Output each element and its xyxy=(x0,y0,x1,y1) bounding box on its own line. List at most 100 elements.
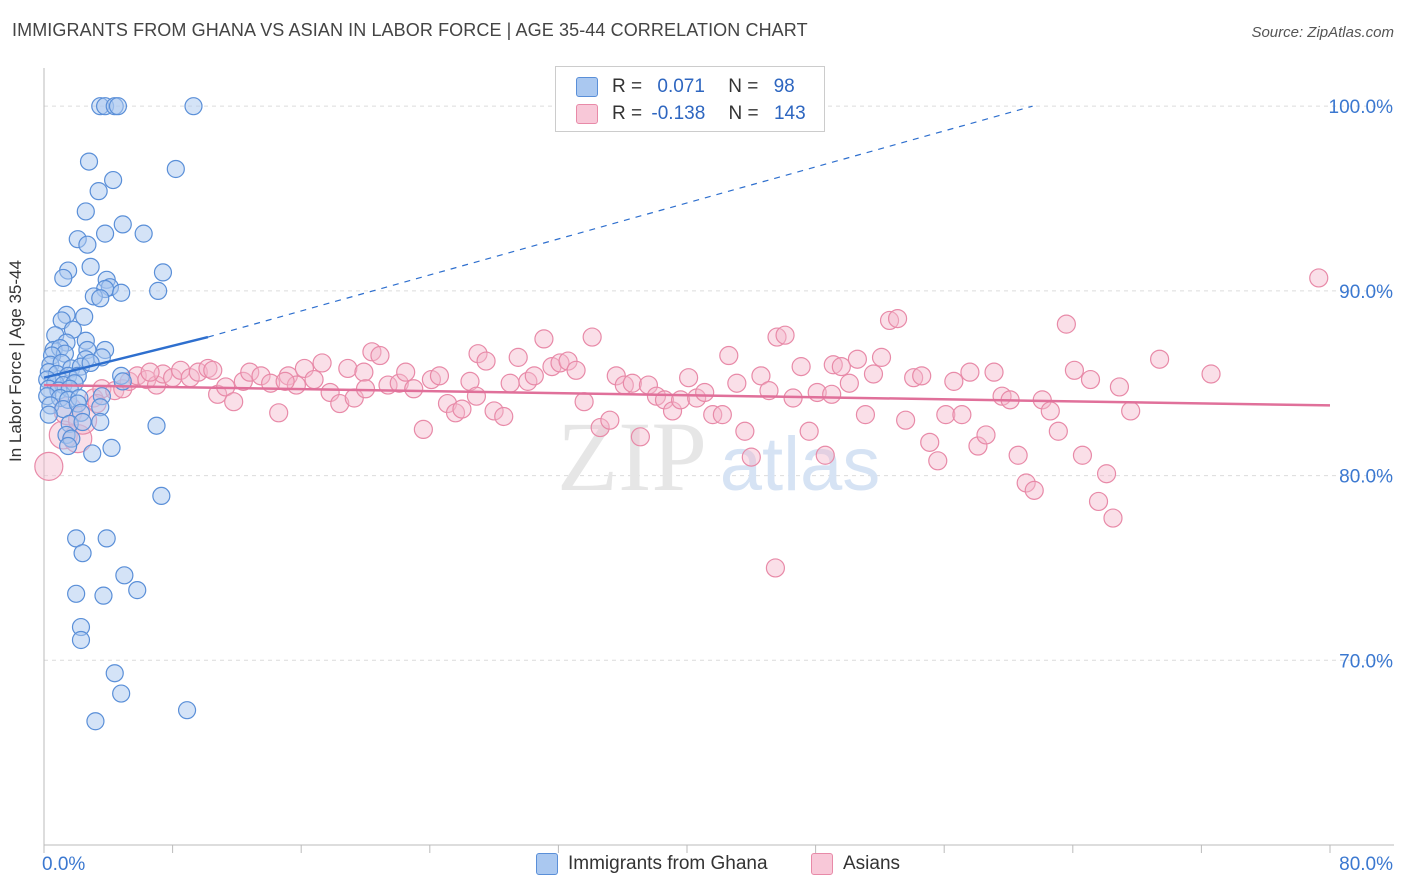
point-asians xyxy=(269,403,289,423)
point-asians xyxy=(670,390,691,410)
point-ghana xyxy=(73,412,92,432)
point-ghana xyxy=(128,581,147,600)
point-asians xyxy=(1103,508,1123,528)
point-asians xyxy=(466,386,487,406)
point-asians xyxy=(1109,377,1130,397)
point-asians xyxy=(775,325,795,345)
legend-swatch-ghana xyxy=(536,853,558,875)
correlation-legend: R = 0.071 N = 98 R = -0.138 N = 143 xyxy=(555,66,825,132)
point-ghana xyxy=(166,159,185,179)
point-ghana xyxy=(112,684,131,703)
point-asians xyxy=(727,373,747,393)
point-asians xyxy=(1040,401,1060,421)
point-ghana xyxy=(54,268,73,288)
point-ghana xyxy=(75,307,94,326)
trend-line-ghana-extension xyxy=(207,105,1033,338)
n-value-asians: 143 xyxy=(773,103,806,124)
point-asians xyxy=(1048,421,1068,441)
point-asians xyxy=(823,355,843,375)
watermark: ZIP atlas xyxy=(557,401,880,512)
point-asians xyxy=(944,371,964,391)
n-label: N = xyxy=(728,103,759,124)
point-asians xyxy=(863,364,884,384)
point-asians xyxy=(839,373,859,393)
point-ghana xyxy=(102,438,121,457)
point-asians xyxy=(912,366,932,386)
point-ghana xyxy=(91,289,110,308)
point-asians xyxy=(508,347,528,367)
point-ghana xyxy=(71,630,91,650)
point-ghana xyxy=(115,566,134,585)
point-asians xyxy=(574,392,594,412)
r-value-ghana: 0.071 xyxy=(657,76,705,97)
point-ghana xyxy=(147,416,166,435)
n-value-ghana: 98 xyxy=(773,76,795,97)
ghana-points xyxy=(38,97,203,731)
point-asians xyxy=(304,369,324,390)
point-asians xyxy=(1121,401,1141,421)
point-asians xyxy=(1064,360,1085,380)
point-asians xyxy=(879,310,900,331)
point-ghana xyxy=(89,182,108,201)
x-tick-label-min: 0.0% xyxy=(42,854,85,875)
point-asians xyxy=(1072,445,1093,465)
point-asians xyxy=(719,345,739,366)
tick-labels: 70.0% 80.0% 90.0% 100.0% 0.0% 80.0% xyxy=(42,97,1393,875)
point-asians xyxy=(140,362,160,382)
point-ghana xyxy=(149,281,168,300)
point-asians xyxy=(630,427,650,447)
point-asians xyxy=(396,362,416,382)
point-asians xyxy=(799,421,819,441)
point-asians xyxy=(1088,491,1109,512)
point-asians xyxy=(354,362,374,382)
point-asians xyxy=(984,362,1004,382)
point-asians xyxy=(1150,349,1170,369)
point-ghana xyxy=(97,529,116,548)
point-asians xyxy=(468,344,488,364)
point-asians xyxy=(500,373,520,393)
point-asians xyxy=(679,368,699,388)
point-asians xyxy=(936,405,956,425)
point-asians xyxy=(452,399,472,419)
point-asians xyxy=(534,329,554,349)
trend-line-ghana xyxy=(43,335,209,379)
point-asians xyxy=(1008,445,1028,465)
point-asians xyxy=(815,445,835,465)
point-ghana xyxy=(79,152,99,171)
point-asians xyxy=(1016,473,1036,493)
point-asians xyxy=(294,358,315,379)
point-ghana xyxy=(91,412,110,432)
point-ghana xyxy=(76,202,95,221)
y-tick-label: 90.0% xyxy=(1339,282,1393,303)
point-asians xyxy=(928,451,948,471)
point-ghana xyxy=(73,544,92,563)
point-asians xyxy=(389,373,409,393)
trend-lines xyxy=(43,105,1331,407)
point-ghana xyxy=(94,586,113,605)
point-asians xyxy=(976,425,996,445)
r-label: R = xyxy=(612,76,643,97)
r-value-asians: -0.138 xyxy=(651,103,706,124)
point-asians xyxy=(1096,464,1117,484)
point-ghana xyxy=(105,664,124,683)
point-asians xyxy=(494,406,514,427)
point-asians xyxy=(1201,364,1221,384)
point-asians xyxy=(224,392,244,412)
source-label: Source: ZipAtlas.com xyxy=(1251,24,1394,41)
point-asians xyxy=(960,362,980,382)
point-asians xyxy=(759,381,779,401)
point-ghana xyxy=(153,263,173,282)
point-asians xyxy=(476,351,496,371)
point-asians xyxy=(712,405,732,425)
trend-line-asians xyxy=(43,383,1331,407)
point-asians xyxy=(622,373,642,393)
point-asians xyxy=(600,410,620,430)
point-asians xyxy=(767,327,787,347)
point-asians xyxy=(524,366,544,386)
legend-swatch-ghana xyxy=(576,77,598,97)
point-asians xyxy=(1080,369,1101,390)
point-asians xyxy=(831,357,851,377)
point-asians xyxy=(550,353,570,373)
point-asians xyxy=(741,447,761,467)
